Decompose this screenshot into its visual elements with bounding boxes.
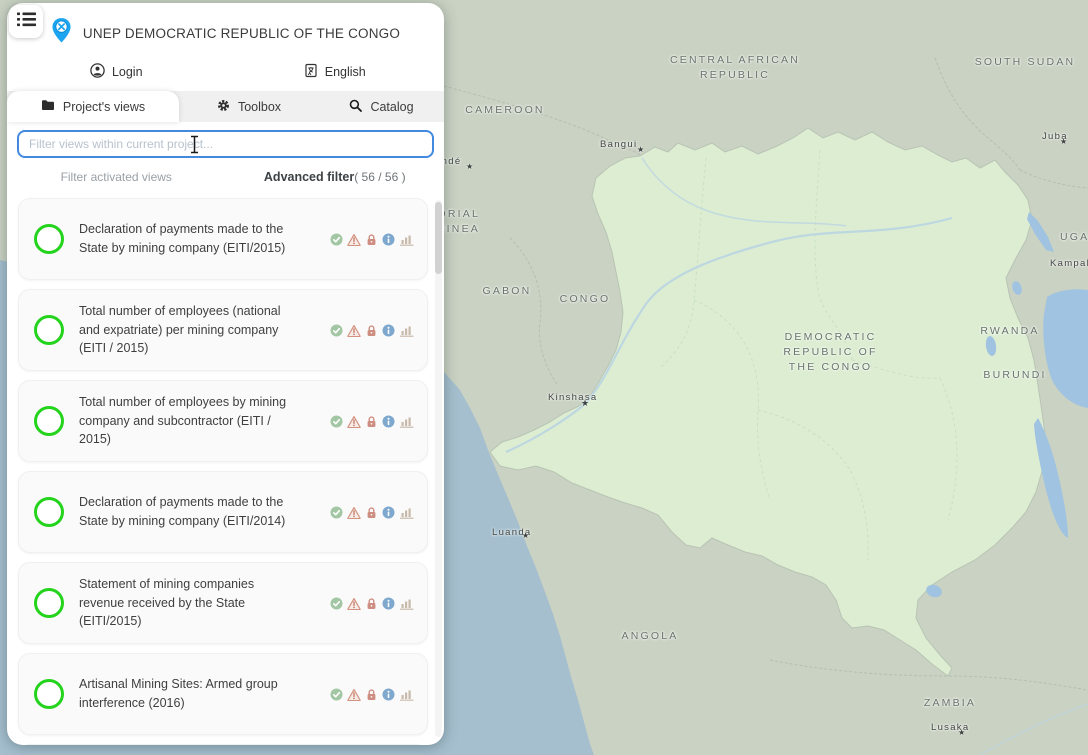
- warning-triangle-icon[interactable]: [347, 415, 361, 428]
- views-list: Declaration of payments made to the Stat…: [7, 192, 444, 745]
- map-pin-logo: [51, 17, 72, 49]
- info-circle-icon[interactable]: [382, 415, 395, 428]
- tab-toolbox-label: Toolbox: [237, 99, 282, 114]
- filter-section: [7, 122, 444, 160]
- juba-marker: ★: [1060, 137, 1068, 146]
- lock-icon[interactable]: [365, 506, 378, 519]
- list-scrollbar[interactable]: [435, 200, 442, 737]
- lakes: [926, 212, 1088, 598]
- lock-icon[interactable]: [365, 688, 378, 701]
- warning-triangle-icon[interactable]: [347, 233, 361, 246]
- lock-icon[interactable]: [365, 233, 378, 246]
- bar-chart-icon[interactable]: [399, 506, 415, 519]
- language-button[interactable]: English: [226, 63, 445, 81]
- view-activation-ring[interactable]: [34, 679, 64, 709]
- view-card[interactable]: Total number of employees by mining comp…: [18, 380, 428, 462]
- view-title: Declaration of payments made to the Stat…: [79, 222, 286, 255]
- translate-page-icon: [304, 63, 318, 81]
- partial-view-card[interactable]: [18, 744, 428, 745]
- view-card[interactable]: Declaration of payments made to the Stat…: [18, 198, 428, 280]
- view-activation-ring[interactable]: [34, 497, 64, 527]
- gear-icon: [217, 99, 230, 115]
- folder-icon: [41, 99, 55, 114]
- lock-icon[interactable]: [365, 597, 378, 610]
- province-borders: [659, 149, 958, 561]
- view-card[interactable]: Declaration of payments made to the Stat…: [18, 471, 428, 553]
- lock-icon[interactable]: [365, 415, 378, 428]
- bar-chart-icon[interactable]: [399, 233, 415, 246]
- view-status-icons: [330, 233, 415, 246]
- bar-chart-icon[interactable]: [399, 688, 415, 701]
- luanda-marker: ★: [522, 531, 530, 540]
- filter-activated-views-toggle[interactable]: Filter activated views: [60, 170, 172, 184]
- bar-chart-icon[interactable]: [399, 415, 415, 428]
- drc-country-polygon[interactable]: [489, 127, 1047, 677]
- check-circle-icon[interactable]: [330, 597, 343, 610]
- tab-projects-views-label: Project's views: [62, 99, 146, 114]
- view-status-icons: [330, 597, 415, 610]
- views-filter-input[interactable]: [17, 130, 434, 158]
- language-label: English: [324, 65, 366, 79]
- header-actions: Login English: [7, 57, 444, 87]
- view-activation-ring[interactable]: [34, 406, 64, 436]
- login-button[interactable]: Login: [7, 63, 226, 81]
- tab-projects-views[interactable]: Project's views: [7, 91, 179, 122]
- view-title: Statement of mining companies revenue re…: [79, 576, 255, 629]
- info-circle-icon[interactable]: [382, 233, 395, 246]
- lock-icon[interactable]: [365, 324, 378, 337]
- info-circle-icon[interactable]: [382, 688, 395, 701]
- filter-options-row: Filter activated views Advanced filter( …: [7, 162, 444, 192]
- check-circle-icon[interactable]: [330, 233, 343, 246]
- login-label: Login: [111, 65, 143, 79]
- check-circle-icon[interactable]: [330, 415, 343, 428]
- project-sidebar: UNEP DEMOCRATIC REPUBLIC OF THE CONGO Lo…: [7, 3, 444, 745]
- view-card[interactable]: Artisanal Mining Sites: Armed group inte…: [18, 653, 428, 735]
- yaounde-marker: ★: [466, 162, 474, 171]
- bar-chart-icon[interactable]: [399, 597, 415, 610]
- search-icon: [349, 99, 363, 115]
- warning-triangle-icon[interactable]: [347, 597, 361, 610]
- info-circle-icon[interactable]: [382, 324, 395, 337]
- check-circle-icon[interactable]: [330, 506, 343, 519]
- person-circle-icon: [90, 63, 105, 81]
- view-status-icons: [330, 506, 415, 519]
- view-card[interactable]: Total number of employees (national and …: [18, 289, 428, 371]
- warning-triangle-icon[interactable]: [347, 688, 361, 701]
- advanced-filter-count: ( 56 / 56 ): [354, 170, 406, 184]
- view-status-icons: [330, 415, 415, 428]
- kinshasa-marker: ★: [581, 398, 590, 408]
- info-circle-icon[interactable]: [382, 597, 395, 610]
- warning-triangle-icon[interactable]: [347, 506, 361, 519]
- check-circle-icon[interactable]: [330, 324, 343, 337]
- advanced-filter-button[interactable]: Advanced filter( 56 / 56 ): [226, 170, 445, 184]
- panel-header: UNEP DEMOCRATIC REPUBLIC OF THE CONGO: [7, 3, 444, 55]
- tab-catalog-label: Catalog: [370, 99, 414, 114]
- country-borders: [443, 57, 1088, 691]
- view-card[interactable]: Statement of mining companies revenue re…: [18, 562, 428, 644]
- tab-catalog[interactable]: Catalog: [319, 91, 444, 122]
- project-title: UNEP DEMOCRATIC REPUBLIC OF THE CONGO: [82, 25, 401, 41]
- warning-triangle-icon[interactable]: [347, 324, 361, 337]
- info-circle-icon[interactable]: [382, 506, 395, 519]
- view-activation-ring[interactable]: [34, 224, 64, 254]
- bangui-marker: ★: [637, 145, 645, 154]
- rivers: [505, 157, 1088, 755]
- view-status-icons: [330, 688, 415, 701]
- bar-chart-icon[interactable]: [399, 324, 415, 337]
- lusaka-marker: ★: [958, 728, 966, 737]
- list-menu-icon: [16, 12, 36, 32]
- view-status-icons: [330, 324, 415, 337]
- view-title: Total number of employees (national and …: [79, 303, 281, 356]
- advanced-filter-label: Advanced filter: [263, 170, 355, 184]
- tab-toolbox[interactable]: Toolbox: [179, 91, 319, 122]
- view-title: Total number of employees by mining comp…: [79, 394, 287, 447]
- view-title: Artisanal Mining Sites: Armed group inte…: [79, 677, 278, 710]
- tab-bar: Project's views Toolbox Catalog: [7, 91, 444, 122]
- main-menu-button[interactable]: [9, 5, 43, 38]
- view-title: Declaration of payments made to the Stat…: [79, 495, 286, 528]
- view-activation-ring[interactable]: [34, 588, 64, 618]
- check-circle-icon[interactable]: [330, 688, 343, 701]
- view-activation-ring[interactable]: [34, 315, 64, 345]
- list-scrollbar-thumb[interactable]: [435, 202, 442, 274]
